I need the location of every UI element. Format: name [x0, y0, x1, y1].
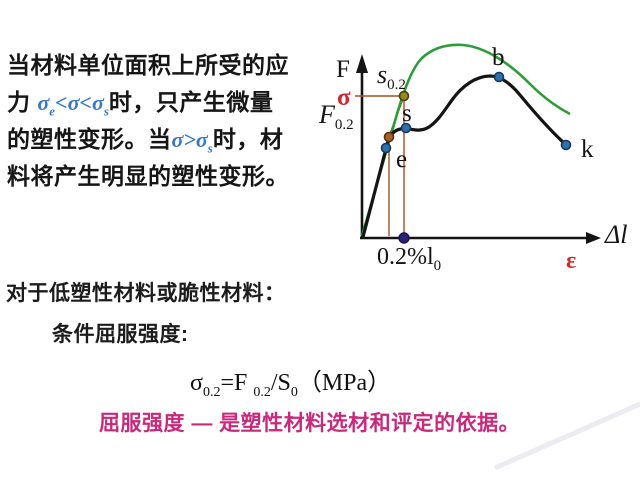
conclusion-highlight-line: 屈服强度 — 是塑性材料选材和评定的依据。 [99, 412, 521, 435]
formula-unit: （MPa） [297, 370, 392, 396]
s02-main: s [377, 60, 387, 89]
point-axis-offset-marker [398, 232, 410, 244]
brittle-materials-line: 对于低塑性材料或脆性材料： [6, 282, 286, 305]
sigma-gt-sub: s [207, 140, 213, 156]
sigma-range-expression: σe<σ<σs [37, 90, 109, 119]
s02-label: s0.2 [377, 60, 406, 93]
formula-slash-s: /S [270, 370, 291, 396]
intro-line-2-pre: 力 [7, 89, 38, 115]
epsilon-axis-label: ε [566, 248, 576, 274]
conditional-yield-strength-line: 条件屈服强度: [52, 323, 189, 346]
point-e-label: e [396, 146, 407, 173]
point-s02-marker [398, 90, 410, 102]
intro-line-3-post: 时，材 [212, 126, 284, 152]
sigma-e: σ [37, 90, 50, 115]
watermark-crease [493, 401, 640, 471]
intro-line-2-post: 时，只产生微量 [108, 89, 274, 115]
point-k-label: k [581, 136, 594, 163]
point-b-label: b [492, 44, 505, 71]
sigma-gt-sigma: σ>σ [171, 127, 208, 152]
formula-f-sub: 0.2 [253, 384, 271, 400]
sigma-greater-expression: σ>σs [171, 127, 213, 156]
intro-line-3-pre: 的塑性变形。当 [7, 126, 172, 152]
y-axis-arrow-icon [356, 54, 368, 73]
sigma-e-sub: e [49, 103, 56, 119]
x-axis-arrow-icon [586, 232, 601, 244]
f02-sub: 0.2 [335, 117, 354, 133]
point-s-label: s [402, 100, 412, 127]
formula-equals-f: =F [220, 370, 254, 396]
f02-label: F0.2 [318, 100, 354, 133]
engineering-stress-curve-black [361, 74, 567, 239]
formula-sigma-sub: 0.2 [202, 384, 221, 400]
yield-strength-formula: σ0.2=F 0.2/S0（MPa） [190, 362, 392, 400]
sigma-s-sub: s [103, 103, 109, 119]
sigma-s: σ [91, 90, 104, 115]
formula-sigma: σ [190, 370, 203, 396]
intro-line-4: 料将产生明显的塑性变形。 [7, 163, 289, 189]
y-axis-label: F [336, 56, 350, 83]
true-stress-curve-green [360, 43, 571, 237]
formula-s-sub: 0 [290, 384, 298, 400]
point-k-marker [560, 139, 572, 151]
point-offset-marker [383, 131, 395, 143]
offset-strain-label: 0.2%l0 [377, 244, 441, 274]
intro-line-1: 当材料单位面积上所受的应 [7, 52, 289, 78]
f02-main: F [318, 100, 336, 129]
offset-strain-sub: 0 [434, 258, 442, 274]
sigma-axis-label: σ [337, 84, 351, 111]
intro-line-3: 的塑性变形。当σ>σs时，材 [7, 121, 319, 158]
s02-sub: 0.2 [387, 77, 406, 93]
x-axis-label: Δl [604, 220, 627, 249]
sigma-range-mid: <σ< [55, 90, 92, 115]
intro-paragraph: 当材料单位面积上所受的应 力 σe<σ<σs时，只产生微量 的塑性变形。当σ>σ… [7, 47, 319, 195]
offset-strain-main: 0.2%l [377, 244, 434, 270]
intro-line-2: 力 σe<σ<σs时，只产生微量 [7, 84, 319, 121]
point-b-marker [493, 71, 505, 83]
point-e-marker [380, 142, 392, 154]
point-s-marker [400, 122, 412, 134]
